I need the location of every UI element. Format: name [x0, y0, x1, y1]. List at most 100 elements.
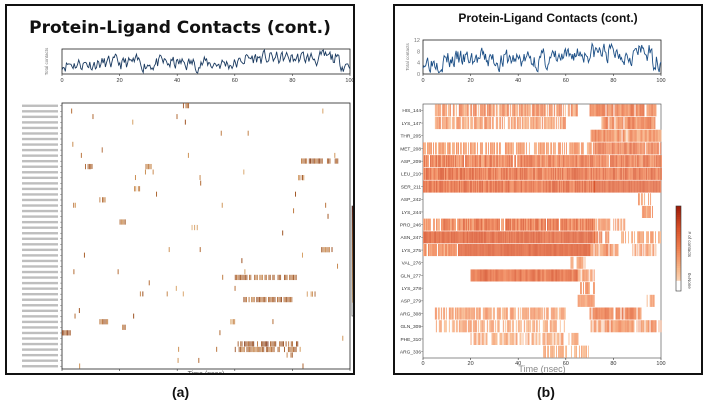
contact-mark [625, 167, 627, 180]
contact-mark [647, 129, 649, 142]
contact-mark [259, 346, 261, 353]
contact-mark [637, 129, 639, 142]
contact-mark [546, 180, 548, 193]
top-y-tick-label: 4 [417, 61, 420, 67]
contact-mark [535, 218, 536, 231]
contact-mark [646, 320, 648, 333]
contact-mark [640, 142, 642, 155]
contact-mark [641, 320, 643, 333]
contact-mark [262, 346, 263, 353]
contact-mark [441, 104, 443, 117]
contact-mark [445, 167, 447, 180]
contact-mark [547, 307, 549, 320]
contact-mark [551, 231, 553, 244]
contact-mark [503, 231, 505, 244]
contact-mark [571, 244, 573, 257]
contact-mark [428, 231, 430, 244]
contact-mark [469, 142, 471, 155]
contact-mark [554, 332, 556, 345]
contact-mark [577, 231, 579, 244]
row-label: SER_211 [401, 184, 422, 190]
contact-mark [557, 231, 559, 244]
contact-mark [486, 180, 488, 193]
colorbar-step [676, 284, 681, 288]
contact-mark [535, 142, 537, 155]
contact-mark [598, 180, 600, 193]
contact-mark [484, 167, 486, 180]
contact-mark [598, 104, 600, 117]
contact-mark [511, 231, 513, 244]
contact-mark [496, 244, 498, 257]
contact-mark [511, 104, 513, 117]
contact-mark [536, 218, 537, 231]
contact-mark [536, 117, 538, 130]
contact-mark [446, 155, 448, 168]
contact-mark [435, 218, 437, 231]
contact-mark [454, 155, 456, 168]
contact-mark [466, 155, 468, 168]
contact-mark [588, 155, 590, 168]
contact-mark [534, 231, 536, 244]
contact-mark [477, 104, 479, 117]
contact-mark [435, 155, 437, 168]
contact-mark [251, 296, 253, 303]
contact-mark [274, 296, 276, 303]
contact-mark [527, 218, 528, 231]
contact-mark [476, 117, 478, 130]
contact-mark [595, 244, 597, 257]
contact-mark [509, 307, 511, 320]
contact-mark [542, 218, 543, 231]
contact-mark [438, 231, 440, 244]
contact-mark [536, 231, 538, 244]
contact-mark [542, 104, 544, 117]
contact-mark [494, 167, 496, 180]
contact-mark [540, 307, 542, 320]
x-axis-label: Time (nsec) [188, 371, 225, 373]
contact-mark [435, 244, 437, 257]
contact-mark [427, 218, 429, 231]
contact-mark [148, 163, 150, 170]
contact-mark [568, 269, 570, 282]
contact-mark [615, 104, 617, 117]
contact-mark [495, 269, 497, 282]
contact-mark [628, 231, 630, 244]
contact-mark [501, 155, 503, 168]
contact-mark [597, 129, 599, 142]
contact-mark [480, 117, 482, 130]
contact-mark [498, 142, 500, 155]
contact-mark [537, 142, 539, 155]
contact-mark [564, 345, 566, 358]
contact-mark [464, 180, 466, 193]
contact-mark [463, 142, 465, 155]
contact-mark [657, 167, 659, 180]
contact-mark [553, 345, 555, 358]
contact-mark [450, 180, 452, 193]
contact-mark [485, 218, 486, 231]
contact-mark [637, 167, 639, 180]
contact-mark [499, 269, 501, 282]
contact-mark [618, 320, 620, 333]
contact-mark [539, 155, 541, 168]
contact-mark [523, 180, 525, 193]
contact-mark [533, 142, 535, 155]
contact-mark [431, 231, 433, 244]
contact-mark [243, 169, 245, 175]
contact-mark [264, 341, 266, 347]
contact-mark [612, 155, 614, 168]
contact-mark [522, 231, 524, 244]
contact-mark [447, 117, 449, 130]
contact-mark [602, 155, 604, 168]
contact-mark [551, 155, 553, 168]
row-label-smudge [22, 110, 58, 113]
contact-mark [285, 341, 287, 347]
contact-mark [555, 320, 557, 333]
contact-mark [583, 345, 585, 358]
contact-mark [550, 167, 552, 180]
top-plot-frame [422, 39, 662, 75]
contact-mark [577, 180, 579, 193]
contact-mark [484, 307, 486, 320]
contact-mark [447, 180, 449, 193]
contact-mark [483, 307, 485, 320]
contact-mark [500, 332, 502, 345]
contact-mark [461, 307, 463, 320]
